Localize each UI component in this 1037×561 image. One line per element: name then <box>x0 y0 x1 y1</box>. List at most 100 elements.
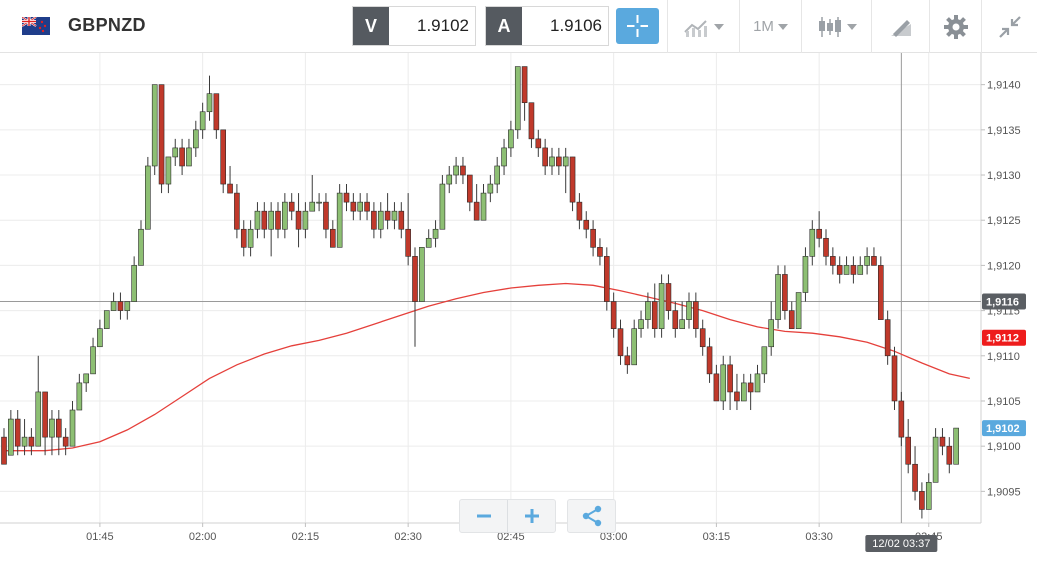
candle-body <box>14 418 21 447</box>
candle-body <box>617 328 624 357</box>
candle-body <box>240 228 247 248</box>
sell-price-button[interactable]: V 1.9102 <box>352 6 476 46</box>
candle-body <box>446 174 453 185</box>
candle-body <box>124 301 131 311</box>
candle-body <box>377 210 384 230</box>
share-button[interactable] <box>567 499 616 533</box>
candle-body <box>76 382 83 411</box>
candle-body <box>42 391 48 438</box>
candle-body <box>371 210 377 230</box>
candle-body <box>905 436 912 465</box>
candle-body <box>49 418 55 438</box>
crosshair-time-label: 12/02 03:37 <box>872 538 930 550</box>
candle-body <box>932 436 939 483</box>
candle-body <box>898 400 905 438</box>
candle-body <box>953 427 959 465</box>
candle-body <box>453 165 459 176</box>
candle-body <box>699 328 706 348</box>
zoom-out-button[interactable] <box>460 500 507 532</box>
candle-body <box>590 228 596 248</box>
candlestick-icon <box>818 16 841 37</box>
candlestick-chart-svg[interactable]: 1,90951,91001,91051,91101,91151,91201,91… <box>0 53 1037 556</box>
candle-body <box>871 256 877 266</box>
moving-average-line <box>4 282 970 452</box>
last-price-label-bg <box>982 420 1026 437</box>
candle-body <box>364 201 370 212</box>
candle-body <box>706 346 713 375</box>
candle-body <box>302 210 309 230</box>
last-price-label: 1,9102 <box>986 423 1020 435</box>
collapse-button[interactable] <box>981 0 1037 53</box>
candle-body <box>624 355 631 366</box>
chevron-down-icon <box>777 23 788 30</box>
candle-body <box>549 156 555 167</box>
candle-body <box>172 147 179 158</box>
y-tick-label: 1,9140 <box>987 80 1021 92</box>
candle-body <box>466 174 473 203</box>
crosshair-icon <box>627 15 648 37</box>
buy-price-button[interactable]: A 1.9106 <box>485 6 609 46</box>
candle-body <box>535 138 542 149</box>
candle-body <box>727 364 733 393</box>
candle-body <box>775 274 781 320</box>
candle-body <box>823 237 829 257</box>
candle-body <box>316 201 322 204</box>
candle-body <box>638 319 644 329</box>
x-tick-label: 01:45 <box>86 531 114 543</box>
candle-body <box>686 301 692 320</box>
chevron-down-icon <box>846 23 857 30</box>
drawing-tools-button[interactable] <box>871 0 929 53</box>
candle-body <box>734 391 740 402</box>
candle-body <box>329 228 336 248</box>
candle-body <box>165 156 172 185</box>
candle-body <box>843 265 850 275</box>
candle-body <box>487 183 494 194</box>
candle-body <box>665 283 672 311</box>
candle-body <box>275 210 281 230</box>
candle-body <box>350 201 357 212</box>
candle-body <box>254 210 261 230</box>
candle-body <box>542 147 548 167</box>
settings-button[interactable] <box>929 0 981 53</box>
candle-body <box>912 463 918 492</box>
crosshair-button[interactable] <box>616 8 659 44</box>
x-tick-label: 02:00 <box>189 531 217 543</box>
candle-body <box>809 228 816 257</box>
y-tick-label: 1,9135 <box>987 125 1021 137</box>
candle-body <box>247 228 254 248</box>
candle-body <box>761 346 768 375</box>
gear-icon <box>943 14 968 39</box>
candle-body <box>405 228 411 257</box>
candle-body <box>583 219 590 230</box>
candle-body <box>740 382 747 402</box>
candle-style-button[interactable] <box>801 0 871 53</box>
candle-body <box>946 445 953 465</box>
crosshair-time-label-bg <box>865 535 938 552</box>
moving-average-label: 1,9112 <box>986 333 1019 345</box>
y-tick-label: 1,9125 <box>987 215 1021 227</box>
candle-body <box>220 129 226 185</box>
candle-body <box>391 210 398 221</box>
timeframe-select[interactable]: 1M <box>739 0 801 53</box>
candle-body <box>919 491 925 510</box>
candle-body <box>110 301 117 311</box>
candle-body <box>610 301 617 329</box>
x-tick-label: 03:15 <box>703 531 731 543</box>
x-tick-label: 02:15 <box>292 531 320 543</box>
candle-body <box>816 228 822 239</box>
candle-body <box>562 156 569 167</box>
candle-body <box>357 201 364 212</box>
chart-type-button[interactable] <box>667 0 739 53</box>
candle-body <box>419 247 425 302</box>
candle-body <box>494 165 501 185</box>
candle-body <box>864 256 870 266</box>
candle-body <box>199 111 206 131</box>
candle-body <box>282 201 288 230</box>
candle-body <box>645 301 651 320</box>
zoom-in-button[interactable] <box>508 500 555 532</box>
price-chart[interactable]: 1,9095 1,9100 1,9105 1,9110 1,9115 1,9120 1,91… <box>0 53 1037 556</box>
candle-body <box>877 265 884 320</box>
candle-body <box>90 346 96 375</box>
line-chart-icon <box>683 19 707 37</box>
timeframe-label: 1M <box>753 18 774 35</box>
